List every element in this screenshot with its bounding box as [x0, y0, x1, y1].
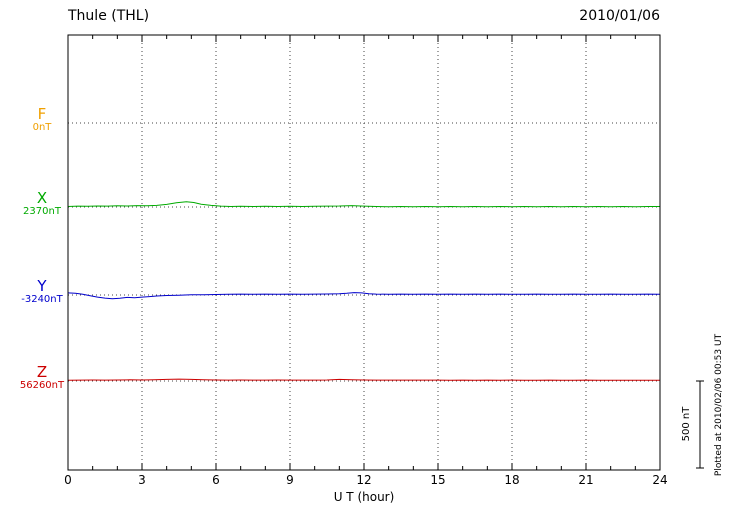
- plot-date: 2010/01/06: [579, 8, 660, 24]
- x-component-label: X: [36, 189, 48, 207]
- x-tick-label: 12: [356, 473, 372, 487]
- x-tick-label: 3: [138, 473, 146, 487]
- trace-label-x: X 2370nT: [12, 190, 72, 217]
- trace-Z: [67, 378, 660, 381]
- x-tick-label: 24: [652, 473, 668, 487]
- z-baseline-value: 56260nT: [19, 380, 65, 391]
- x-tick-label: 15: [430, 473, 446, 487]
- f-baseline-value: 0nT: [32, 122, 52, 133]
- x-tick-label: 0: [64, 473, 72, 487]
- x-tick-label: 6: [212, 473, 220, 487]
- y-baseline-value: -3240nT: [21, 294, 63, 305]
- trace-label-f: F 0nT: [12, 106, 72, 133]
- plotted-at-note: Plotted at 2010/02/06 00:53 UT: [714, 333, 724, 477]
- trace-label-z: Z 56260nT: [12, 364, 72, 391]
- x-tick-label: 21: [578, 473, 594, 487]
- f-component-label: F: [37, 105, 47, 123]
- x-axis-title: U T (hour): [333, 490, 395, 504]
- scalebar-label: 500 nT: [681, 406, 692, 442]
- plot-border: [67, 34, 661, 471]
- trace-Y: [67, 292, 661, 300]
- station-title: Thule (THL): [68, 8, 150, 24]
- trace-label-y: Y -3240nT: [12, 278, 72, 305]
- x-tick-label: 9: [286, 473, 294, 487]
- z-component-label: Z: [36, 363, 48, 381]
- y-component-label: Y: [37, 277, 47, 295]
- trace-X: [67, 201, 660, 208]
- x-baseline-value: 2370nT: [23, 206, 61, 217]
- x-tick-label: 18: [504, 473, 520, 487]
